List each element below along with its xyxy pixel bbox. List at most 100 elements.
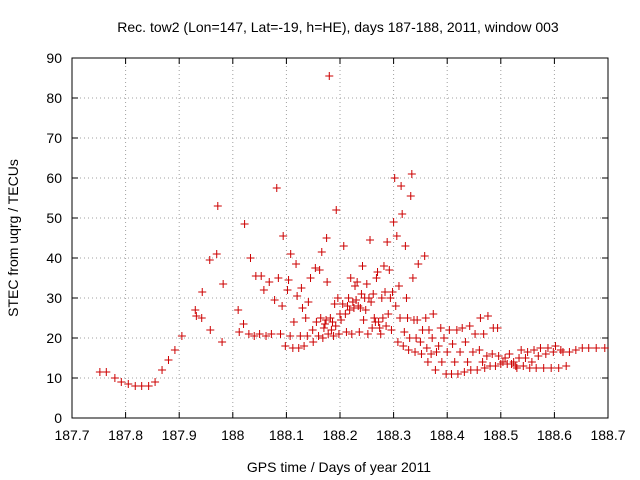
data-point xyxy=(235,328,244,336)
data-point xyxy=(448,340,457,348)
chart-title: Rec. tow2 (Lon=147, Lat=-19, h=HE), days… xyxy=(117,19,559,35)
data-point xyxy=(373,268,382,276)
y-tick-label: 10 xyxy=(46,370,62,386)
data-point xyxy=(523,348,532,356)
data-point xyxy=(286,332,295,340)
data-point xyxy=(394,282,403,290)
data-point xyxy=(436,324,445,332)
data-point xyxy=(206,326,215,334)
data-point xyxy=(571,346,580,354)
data-point xyxy=(218,338,227,346)
data-point xyxy=(317,248,326,256)
data-point xyxy=(137,382,146,390)
data-point xyxy=(370,314,379,322)
data-point xyxy=(404,346,413,354)
data-point xyxy=(543,344,552,352)
data-point xyxy=(363,330,372,338)
data-point xyxy=(276,330,285,338)
data-point xyxy=(478,358,487,366)
data-point xyxy=(437,358,446,366)
data-point xyxy=(255,330,264,338)
data-point xyxy=(413,316,422,324)
data-point xyxy=(402,294,411,302)
data-point xyxy=(289,318,298,326)
data-point xyxy=(400,328,409,336)
data-point xyxy=(362,280,371,288)
data-point xyxy=(429,310,438,318)
data-point xyxy=(592,344,601,352)
data-point xyxy=(117,378,126,386)
data-point xyxy=(408,274,417,282)
data-point xyxy=(519,362,528,370)
data-point xyxy=(353,278,362,286)
data-point xyxy=(102,368,111,376)
data-point xyxy=(292,260,301,268)
y-tick-label: 40 xyxy=(46,250,62,266)
data-point xyxy=(530,346,539,354)
data-point xyxy=(414,260,423,268)
data-point xyxy=(298,304,307,312)
data-point xyxy=(476,314,485,322)
x-tick-label: 187.8 xyxy=(108,427,143,443)
data-point xyxy=(416,338,425,346)
data-point xyxy=(461,338,470,346)
data-point xyxy=(498,358,507,366)
data-point xyxy=(267,330,276,338)
data-point xyxy=(456,348,465,356)
data-point xyxy=(389,218,398,226)
data-point xyxy=(471,330,480,338)
data-point xyxy=(377,294,386,302)
data-point xyxy=(539,364,548,372)
data-point xyxy=(453,370,462,378)
data-point xyxy=(427,350,436,358)
data-point xyxy=(565,348,574,356)
x-tick-label: 188.2 xyxy=(322,427,357,443)
data-point xyxy=(386,294,395,302)
data-point xyxy=(318,334,327,342)
data-point xyxy=(445,326,454,334)
data-point xyxy=(450,358,459,366)
x-tick-label: 188.1 xyxy=(269,427,304,443)
data-point xyxy=(347,330,356,338)
data-point xyxy=(334,330,343,338)
data-point xyxy=(164,356,173,364)
data-point xyxy=(330,300,339,308)
data-point xyxy=(170,346,179,354)
data-point xyxy=(333,294,342,302)
x-axis: 187.7 187.8 187.9 188 188.1 188.2 188.3 188.4 18… xyxy=(54,58,626,443)
data-point xyxy=(303,332,312,340)
data-point xyxy=(177,332,186,340)
data-point xyxy=(383,238,392,246)
data-point xyxy=(432,348,441,356)
grid xyxy=(72,58,608,418)
data-point xyxy=(219,280,228,288)
data-point xyxy=(322,316,331,324)
data-point xyxy=(551,342,560,350)
data-point xyxy=(338,300,347,308)
data-point xyxy=(387,326,396,334)
data-point xyxy=(367,298,376,306)
data-point xyxy=(488,350,497,358)
data-point xyxy=(521,354,530,362)
data-point xyxy=(431,366,440,374)
data-point xyxy=(315,266,324,274)
data-point xyxy=(397,182,406,190)
data-point xyxy=(341,310,350,318)
data-point xyxy=(396,314,405,322)
data-point xyxy=(378,314,387,322)
data-point xyxy=(536,344,545,352)
data-point xyxy=(439,334,448,342)
data-point xyxy=(352,296,361,304)
data-point xyxy=(541,350,550,358)
data-point xyxy=(320,320,329,328)
data-point xyxy=(379,262,388,270)
data-point xyxy=(534,352,543,360)
data-point xyxy=(527,358,536,366)
data-point xyxy=(348,298,357,306)
data-point xyxy=(124,380,133,388)
data-point xyxy=(381,288,390,296)
data-point xyxy=(366,236,375,244)
data-point xyxy=(368,324,377,332)
x-tick-label: 188.3 xyxy=(376,427,411,443)
data-point xyxy=(475,346,484,354)
